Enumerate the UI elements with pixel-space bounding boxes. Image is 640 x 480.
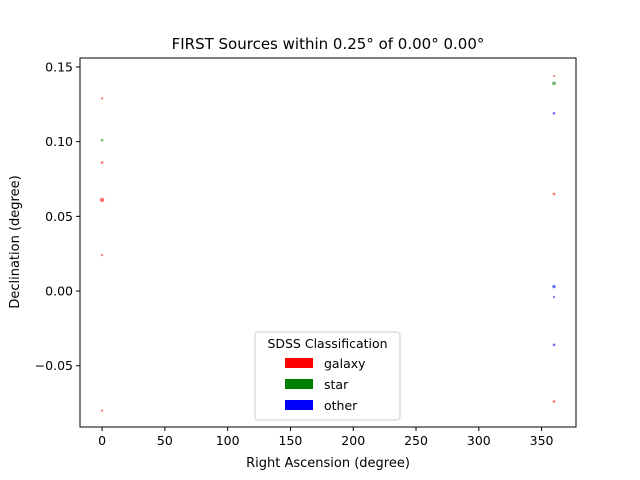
y-axis-label: Declination (degree) <box>8 175 23 308</box>
galaxy-point <box>101 409 104 412</box>
x-tick-label: 250 <box>404 433 428 448</box>
y-tick-label: 0.15 <box>45 59 73 74</box>
y-axis: −0.05 0.00 0.05 0.10 0.15 <box>35 59 80 373</box>
plot-frame <box>79 57 577 428</box>
legend-title: SDSS Classification <box>267 336 387 351</box>
x-axis-label: Right Ascension (degree) <box>246 456 410 471</box>
galaxy-point <box>552 400 556 403</box>
other-point <box>552 284 556 289</box>
chart-title: FIRST Sources within 0.25° of 0.00° 0.00… <box>172 35 485 53</box>
legend-swatch-star <box>285 379 313 389</box>
galaxy-point <box>552 192 556 196</box>
x-tick-label: 0 <box>98 433 106 448</box>
galaxy-point <box>99 197 105 203</box>
x-tick-label: 200 <box>341 433 365 448</box>
galaxy-point <box>552 74 556 78</box>
y-tick-label: 0.00 <box>45 284 73 299</box>
legend-swatch-other <box>285 400 313 410</box>
legend: SDSS Classification galaxy star other <box>254 331 401 421</box>
other-point <box>552 111 556 115</box>
legend-entries: galaxy star other <box>285 356 366 413</box>
other-point <box>552 343 556 347</box>
galaxy-point <box>100 161 104 164</box>
x-tick-label: 300 <box>467 433 491 448</box>
y-tick-label: 0.05 <box>45 209 73 224</box>
galaxy-point <box>101 97 104 100</box>
legend-label-galaxy: galaxy <box>324 356 366 371</box>
x-tick-label: 100 <box>216 433 240 448</box>
x-axis: 0 50 100 150 200 250 300 350 <box>98 427 554 448</box>
star-point <box>552 81 556 86</box>
y-tick-label: −0.05 <box>35 358 73 373</box>
x-tick-label: 150 <box>279 433 303 448</box>
galaxy-point <box>101 254 104 257</box>
x-tick-label: 50 <box>157 433 173 448</box>
data-points <box>99 74 556 412</box>
legend-label-other: other <box>324 398 358 413</box>
y-tick-label: 0.10 <box>45 134 73 149</box>
other-point <box>552 295 556 299</box>
x-tick-label: 350 <box>530 433 554 448</box>
legend-box <box>254 331 401 421</box>
legend-label-star: star <box>324 377 349 392</box>
legend-swatch-galaxy <box>285 358 313 368</box>
star-point <box>100 138 104 142</box>
